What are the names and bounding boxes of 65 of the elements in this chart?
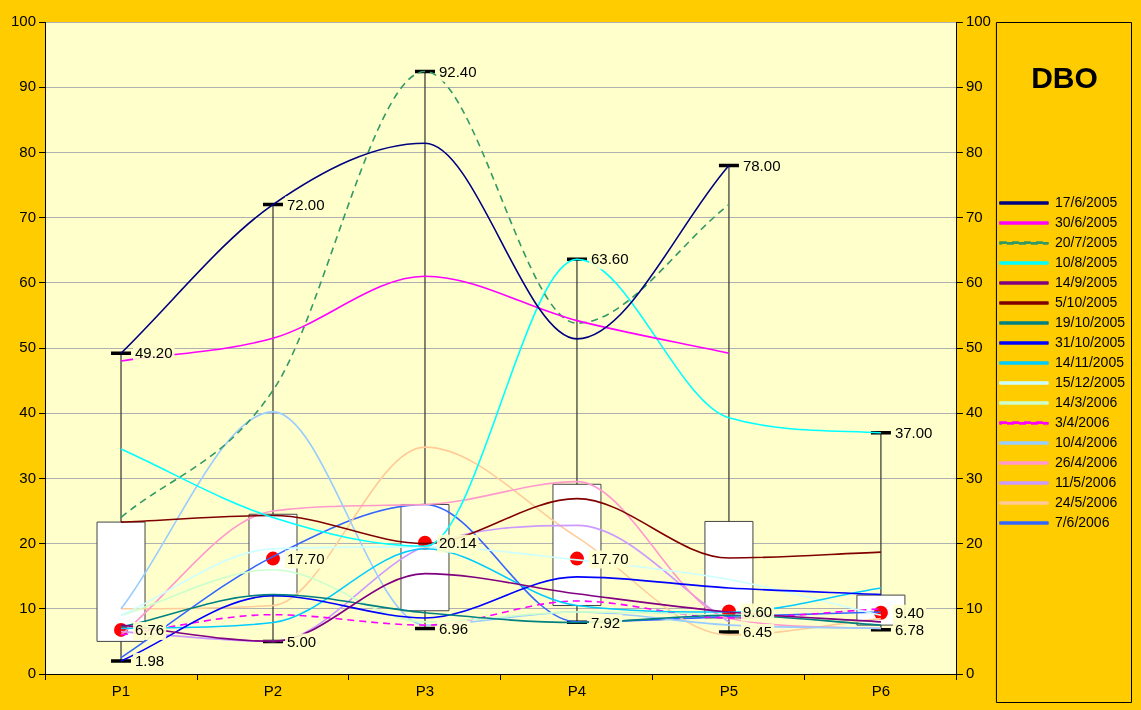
y-tick-label: 20 — [19, 533, 37, 551]
annotation: 72.00 — [287, 195, 325, 213]
legend-label: 20/7/2005 — [1054, 233, 1118, 250]
y-tick-label: 90 — [19, 77, 37, 95]
y-tick-label: 100 — [11, 12, 37, 30]
legend-label: 14/9/2005 — [1054, 273, 1118, 290]
annotation: 63.60 — [590, 250, 629, 268]
legend-label: 15/12/2005 — [1054, 373, 1126, 390]
annotation: 6.78 — [894, 620, 925, 638]
x-tick-label: P1 — [111, 682, 131, 700]
legend-label: 10/4/2006 — [1054, 433, 1118, 450]
x-tick-label: P2 — [263, 682, 283, 700]
annotation: 9.40 — [894, 603, 925, 621]
legend-label: 30/6/2005 — [1054, 213, 1118, 230]
annotation: 6.45 — [742, 623, 773, 641]
annotation: 78.00 — [742, 156, 781, 174]
legend-label: 11/5/2006 — [1054, 473, 1117, 490]
y2-tick-label: 50 — [965, 338, 983, 356]
y2-tick-label: 0 — [965, 664, 975, 682]
y-tick-label: 10 — [19, 598, 37, 616]
legend-label: 17/6/2005 — [1054, 193, 1118, 210]
x-tick-label: P3 — [415, 682, 435, 700]
y-tick-label: 50 — [19, 338, 37, 356]
annotation: 1.98 — [135, 652, 165, 670]
legend-label: 14/11/2005 — [1054, 353, 1125, 370]
text: DBO — [1031, 61, 1098, 95]
x-tick-label: P4 — [567, 682, 587, 700]
annotation: 6.76 — [135, 621, 165, 639]
y2-tick-label: 90 — [965, 77, 983, 95]
y2-tick-label: 30 — [965, 468, 983, 486]
annotation: 6.96 — [438, 619, 469, 637]
legend-label: 5/10/2005 — [1054, 293, 1118, 310]
annotation: 17.70 — [590, 549, 629, 567]
y2-tick-label: 20 — [965, 533, 983, 551]
y2-tick-label: 60 — [965, 272, 983, 290]
legend-label: 24/5/2006 — [1054, 493, 1118, 510]
legend-label: 31/10/2005 — [1054, 333, 1126, 350]
legend-label: 10/8/2005 — [1054, 253, 1118, 270]
annotation: 92.40 — [438, 62, 477, 80]
y-tick-label: 40 — [19, 403, 37, 421]
y2-tick-label: 80 — [965, 142, 983, 160]
y2-tick-label: 10 — [965, 598, 983, 616]
y2-tick-label: 40 — [965, 403, 983, 421]
annotation: 49.20 — [135, 344, 173, 362]
legend-label: 19/10/2005 — [1054, 313, 1126, 330]
annotation: 9.60 — [742, 602, 773, 620]
annotation: 5.00 — [287, 632, 317, 650]
y-tick-label: 0 — [27, 664, 37, 682]
x-tick-label: P6 — [871, 682, 891, 700]
y-tick-label: 60 — [19, 272, 37, 290]
y2-tick-label: 70 — [965, 207, 983, 225]
annotation: 17.70 — [287, 549, 325, 567]
annotation: 37.00 — [894, 423, 933, 441]
y-tick-label: 30 — [19, 468, 37, 486]
annotation: 7.92 — [590, 613, 621, 631]
y-tick-label: 70 — [19, 207, 37, 225]
annotation: 20.14 — [438, 533, 477, 551]
line-series — [120, 275, 730, 362]
y2-tick-label: 100 — [965, 12, 991, 30]
x-tick-label: P5 — [719, 682, 739, 700]
legend-label: 14/3/2006 — [1054, 393, 1118, 410]
legend-label: 3/4/2006 — [1054, 413, 1110, 430]
legend-label: 26/4/2006 — [1054, 453, 1118, 470]
legend-label: 7/6/2006 — [1054, 513, 1110, 530]
y-tick-label: 80 — [19, 142, 37, 160]
